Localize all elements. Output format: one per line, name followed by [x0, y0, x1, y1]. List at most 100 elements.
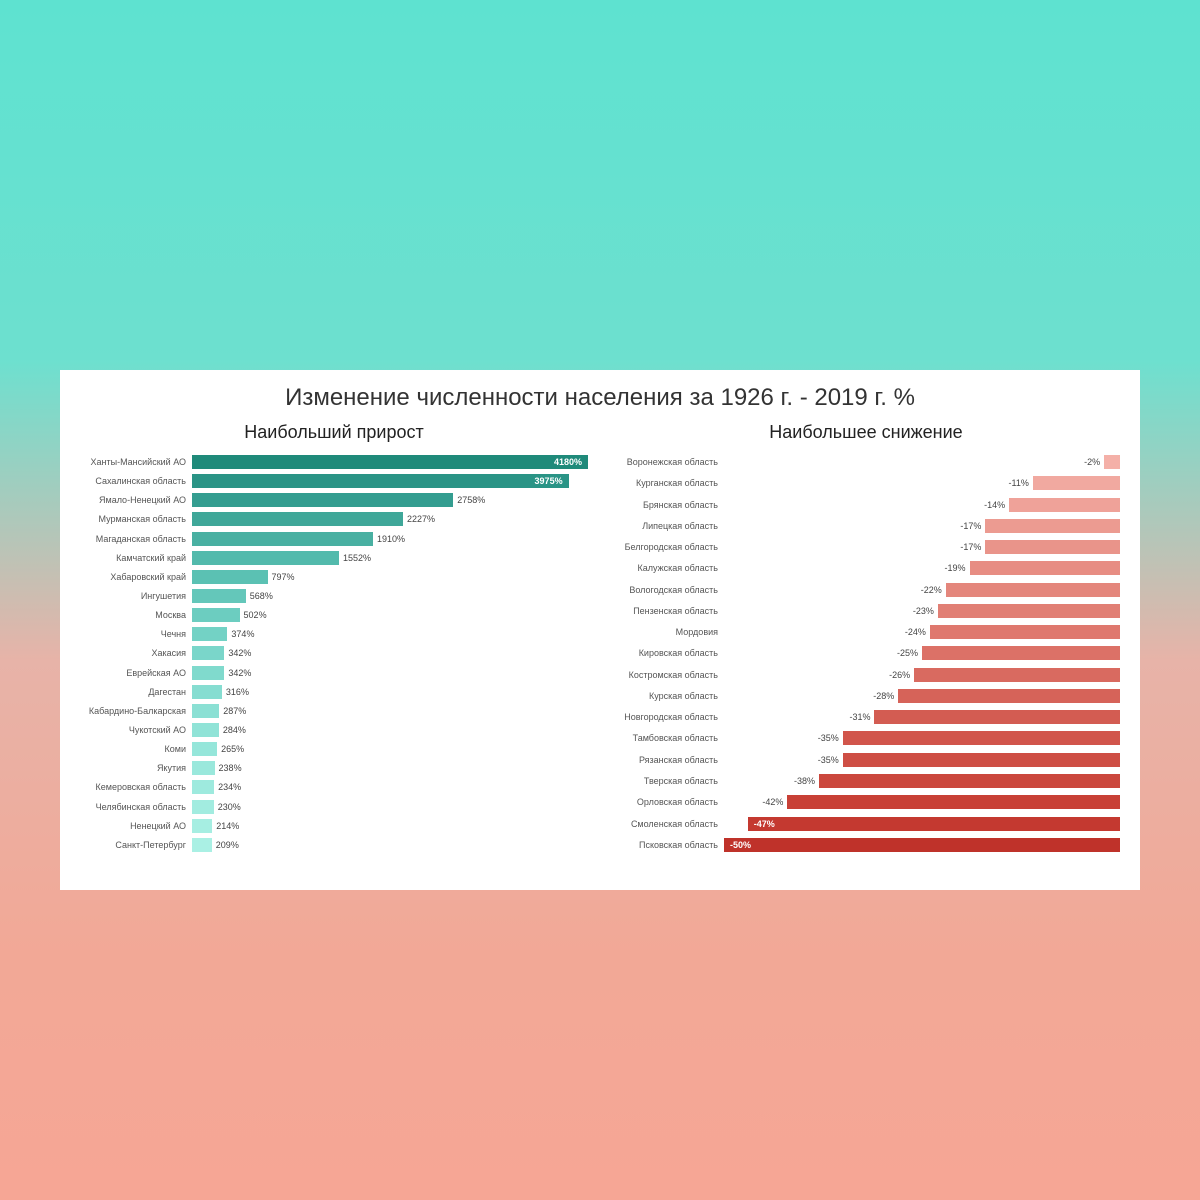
growth-row: Сахалинская область 3975% — [80, 472, 588, 490]
growth-row: Мурманская область2227% — [80, 510, 588, 528]
growth-bar-track: 209% — [192, 838, 588, 852]
decline-category-label: Тамбовская область — [612, 733, 724, 743]
decline-bar: -47% — [748, 817, 1120, 831]
growth-bar-track: 265% — [192, 742, 588, 756]
growth-value-label: 568% — [250, 591, 273, 601]
growth-value-label: 502% — [244, 610, 267, 620]
decline-row: Пензенская область-23% — [612, 602, 1120, 620]
decline-value-label: -35% — [818, 755, 839, 765]
decline-row: Курганская область -11% — [612, 474, 1120, 492]
growth-value-label: 342% — [228, 668, 251, 678]
growth-row: Хабаровский край797% — [80, 568, 588, 586]
decline-bar — [819, 774, 1120, 788]
growth-bar — [192, 723, 219, 737]
growth-category-label: Еврейская АО — [80, 668, 192, 678]
decline-bar — [1009, 498, 1120, 512]
decline-row: Орловская область-42% — [612, 793, 1120, 811]
growth-category-label: Санкт-Петербург — [80, 840, 192, 850]
decline-row: Липецкая область-17% — [612, 517, 1120, 535]
decline-row: Брянская область-14% — [612, 496, 1120, 514]
growth-category-label: Хакасия — [80, 648, 192, 658]
growth-bar-track: 284% — [192, 723, 588, 737]
decline-value-label: -42% — [762, 797, 783, 807]
decline-row: Воронежская область-2% — [612, 453, 1120, 471]
growth-bar-track: 342% — [192, 666, 588, 680]
decline-value-label: -22% — [921, 585, 942, 595]
decline-row: Тамбовская область-35% — [612, 729, 1120, 747]
decline-value-label: -25% — [897, 648, 918, 658]
growth-category-label: Дагестан — [80, 687, 192, 697]
growth-bar-track: 4180% — [192, 455, 588, 469]
decline-bar — [985, 519, 1120, 533]
growth-category-label: Сахалинская область — [80, 476, 192, 486]
growth-row: Ямало-Ненецкий АО2758% — [80, 491, 588, 509]
decline-category-label: Рязанская область — [612, 755, 724, 765]
growth-category-label: Ингушетия — [80, 591, 192, 601]
growth-category-label: Хабаровский край — [80, 572, 192, 582]
growth-bar: 4180% — [192, 455, 588, 469]
decline-row: Вологодская область-22% — [612, 581, 1120, 599]
decline-bar — [914, 668, 1120, 682]
decline-bar — [874, 710, 1120, 724]
decline-category-label: Тверская область — [612, 776, 724, 786]
growth-value-label: 374% — [231, 629, 254, 639]
decline-value-label: -38% — [794, 776, 815, 786]
decline-category-label: Курганская область — [612, 478, 724, 488]
growth-column: Наибольший прирост Ханты-Мансийский АО41… — [80, 422, 588, 854]
growth-value-label: 209% — [216, 840, 239, 850]
growth-bar-track: 797% — [192, 570, 588, 584]
growth-value-label: 214% — [216, 821, 239, 831]
decline-category-label: Брянская область — [612, 500, 724, 510]
growth-bar — [192, 780, 214, 794]
decline-bar-track: -35% — [724, 753, 1120, 767]
growth-category-label: Челябинская область — [80, 802, 192, 812]
decline-category-label: Калужская область — [612, 563, 724, 573]
decline-value-label: -17% — [960, 521, 981, 531]
columns: Наибольший прирост Ханты-Мансийский АО41… — [80, 422, 1120, 854]
growth-value-label: 234% — [218, 782, 241, 792]
decline-bar-track: -28% — [724, 689, 1120, 703]
decline-value-label: -24% — [905, 627, 926, 637]
decline-bar-track: -26% — [724, 668, 1120, 682]
growth-title: Наибольший прирост — [80, 422, 588, 443]
decline-bar-track: -31% — [724, 710, 1120, 724]
decline-category-label: Псковская область — [612, 840, 724, 850]
growth-bar-track: 287% — [192, 704, 588, 718]
growth-value-label: 3975% — [535, 476, 563, 486]
main-title: Изменение численности населения за 1926 … — [80, 384, 1120, 412]
growth-row: Коми265% — [80, 740, 588, 758]
growth-row: Камчатский край1552% — [80, 549, 588, 567]
growth-bar-track: 342% — [192, 646, 588, 660]
decline-bar-track: -11% — [724, 476, 1120, 490]
decline-value-label: -11% — [1009, 478, 1029, 488]
decline-bar — [843, 753, 1120, 767]
growth-bar-track: 502% — [192, 608, 588, 622]
decline-bar — [938, 604, 1120, 618]
growth-bar — [192, 800, 214, 814]
decline-bar-track: -23% — [724, 604, 1120, 618]
growth-row: Хакасия342% — [80, 644, 588, 662]
growth-bar-track: 2227% — [192, 512, 588, 526]
growth-bar-track: 316% — [192, 685, 588, 699]
growth-row: Еврейская АО 342% — [80, 664, 588, 682]
growth-row: Чечня374% — [80, 625, 588, 643]
decline-bar-track: -17% — [724, 519, 1120, 533]
decline-row: Кировская область-25% — [612, 644, 1120, 662]
decline-bar-track: -47% — [724, 817, 1120, 831]
decline-column: Наибольшее снижение Воронежская область-… — [612, 422, 1120, 854]
growth-row: Ханты-Мансийский АО4180% — [80, 453, 588, 471]
decline-row: Псковская область-50% — [612, 836, 1120, 854]
growth-bar-track: 1552% — [192, 551, 588, 565]
growth-row: Кабардино-Балкарская287% — [80, 702, 588, 720]
growth-bar — [192, 532, 373, 546]
growth-bar — [192, 570, 268, 584]
growth-category-label: Москва — [80, 610, 192, 620]
decline-value-label: -31% — [849, 712, 870, 722]
growth-row: Кемеровская область234% — [80, 778, 588, 796]
growth-bar — [192, 666, 224, 680]
decline-row: Калужская область-19% — [612, 559, 1120, 577]
decline-row: Костромская область-26% — [612, 666, 1120, 684]
decline-category-label: Костромская область — [612, 670, 724, 680]
growth-bar-track: 238% — [192, 761, 588, 775]
growth-bar-track: 2758% — [192, 493, 588, 507]
